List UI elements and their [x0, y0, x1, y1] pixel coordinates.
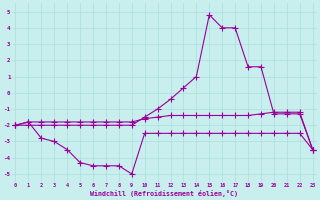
X-axis label: Windchill (Refroidissement éolien,°C): Windchill (Refroidissement éolien,°C) — [90, 190, 238, 197]
